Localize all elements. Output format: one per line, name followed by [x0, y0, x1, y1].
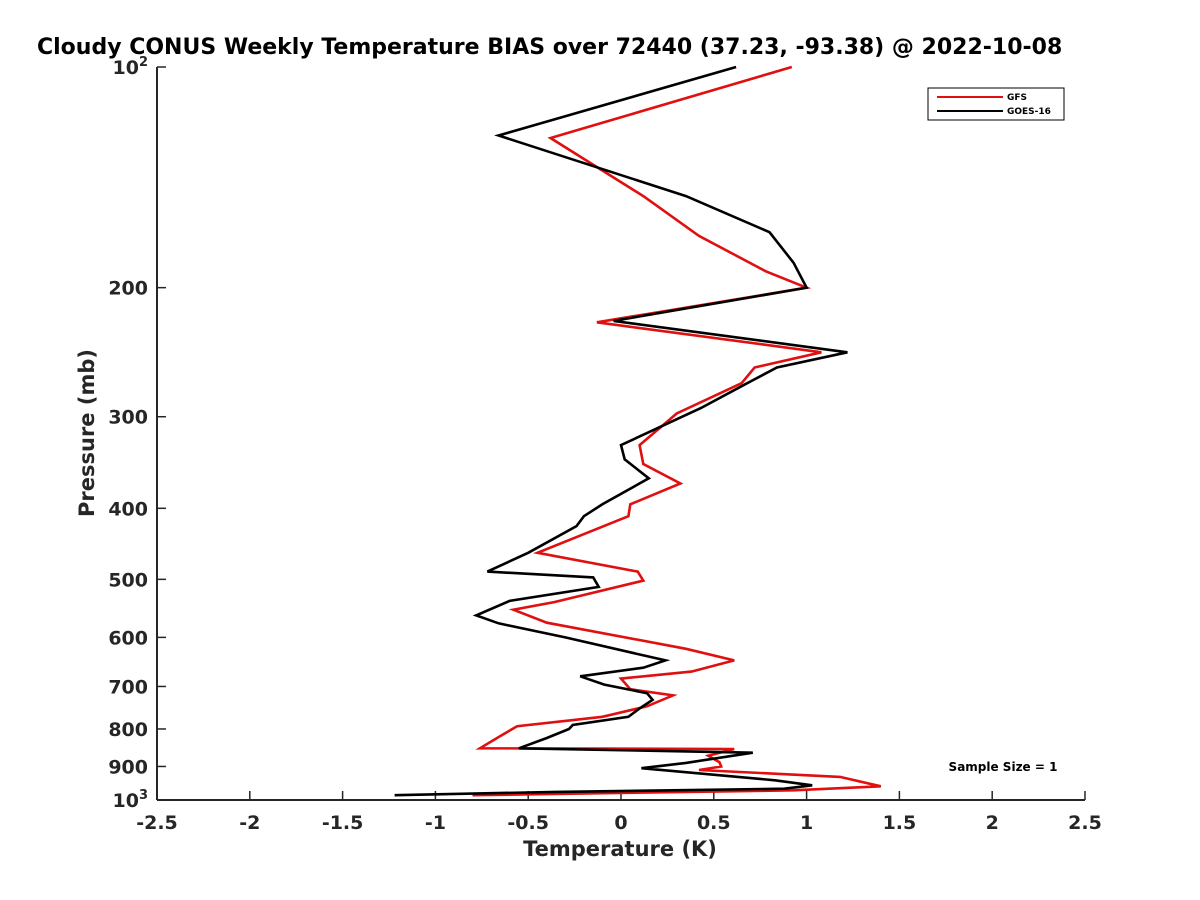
legend-label-goes-16: GOES-16: [1007, 107, 1051, 117]
x-axis-ticks: -2.5 -2 -1.5 -1 -0.5 0 0.5 1 1.5 2 2.5: [136, 791, 1102, 834]
y-tick-label: 200: [108, 278, 148, 300]
x-tick-label: 0: [614, 812, 627, 834]
y-tick-label: 900: [108, 756, 148, 778]
x-tick-label: -1.5: [322, 812, 364, 834]
sample-size-note: Sample Size = 1: [949, 760, 1058, 774]
y-tick-label: 700: [108, 676, 148, 698]
series-line-gfs: [472, 65, 882, 797]
plot-frame: [156, 67, 1085, 801]
y-tick-label: 400: [108, 498, 148, 520]
y-axis-label: Pressure (mb): [75, 349, 99, 517]
y-tick-label: 800: [108, 719, 148, 741]
x-tick-label: -1: [425, 812, 446, 834]
x-tick-label: 1.5: [883, 812, 917, 834]
x-tick-label: 2.5: [1068, 812, 1102, 834]
chart-title: Cloudy CONUS Weekly Temperature BIAS ove…: [37, 35, 1062, 60]
x-tick-label: -0.5: [507, 812, 549, 834]
legend-label-gfs: GFS: [1007, 93, 1027, 103]
legend-box: [927, 87, 1065, 121]
x-tick-label: 0.5: [697, 812, 731, 834]
legend: GFS GOES-16: [927, 87, 1065, 121]
y-tick-label: 500: [108, 569, 148, 591]
y-tick-label: 600: [108, 627, 148, 649]
series-line-goes-16: [394, 65, 848, 797]
y-tick-label: 102: [113, 55, 149, 79]
y-axis-ticks: 102 200 300 400 500 600 700 800 900 103: [108, 55, 166, 812]
y-tick-label: 103: [113, 788, 149, 812]
x-tick-label: -2: [239, 812, 260, 834]
x-tick-label: 1: [800, 812, 813, 834]
x-tick-label: 2: [986, 812, 999, 834]
series-lines: [394, 65, 882, 797]
x-tick-label: -2.5: [136, 812, 178, 834]
x-axis-label: Temperature (K): [523, 837, 717, 861]
y-tick-label: 300: [108, 407, 148, 429]
